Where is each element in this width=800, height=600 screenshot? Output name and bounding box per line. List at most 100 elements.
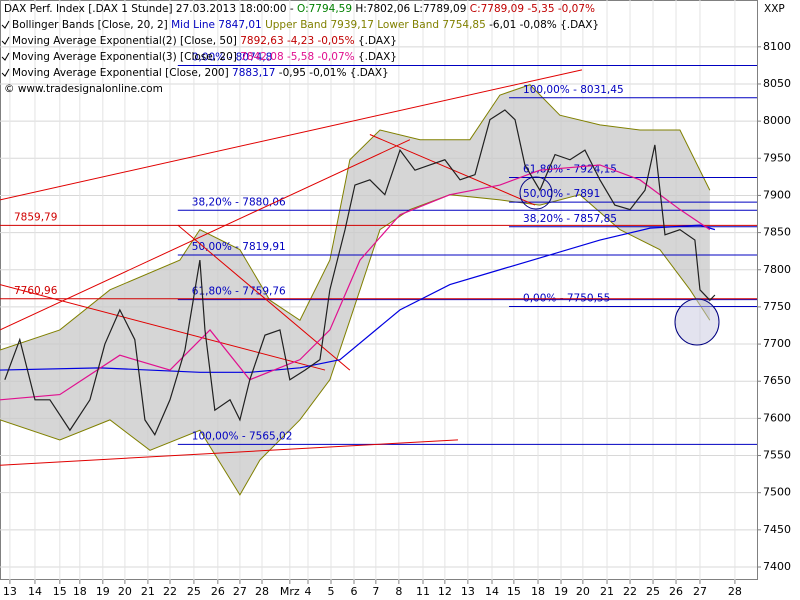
price-line [0,224,716,373]
header-segment: Mid Line 7847,01 [171,19,265,31]
x-tick-label: 19 [96,585,110,598]
x-tick-label: 27 [693,585,707,598]
header-segment: Bollinger Bands [Close, 20, 2] [12,19,171,31]
header-line: Bollinger Bands [Close, 20, 2] Mid Line … [12,19,599,31]
y-tick-label: 7600 [763,411,791,424]
y-tick-label: 7750 [763,300,791,313]
x-tick-label: 15 [53,585,67,598]
x-tick-label: 25 [646,585,660,598]
highlight-ellipse [519,176,553,210]
header-segment: -0,95 -0,01% {.DAX} [275,67,388,79]
trend-line [177,224,351,371]
price-line [4,109,716,436]
level-label: 7859,79 [14,211,57,223]
header-segment: Moving Average Exponential(3) [Close, 20… [12,51,240,63]
header-segment: -6,01 -0,08% {.DAX} [489,19,599,31]
x-tick-label: 22 [163,585,177,598]
x-tick-label: Mrz [280,585,300,598]
indicator-icon [1,68,10,77]
header-segment: 7842,08 -5,58 -0,07% [240,51,354,63]
y-tick-label: 7850 [763,226,791,239]
level-label: 50,00% - 7819,91 [192,241,286,253]
x-tick-label: 7 [372,585,379,598]
x-tick-label: 27 [233,585,247,598]
header-line: Moving Average Exponential(3) [Close, 20… [12,51,397,63]
x-tick-label: 19 [554,585,568,598]
trend-line [0,284,326,371]
x-tick-label: 26 [211,585,225,598]
header-segment: 7883,17 [232,67,275,79]
indicator-icon [1,20,10,29]
level-label: 7760,96 [14,285,58,297]
x-tick-label: 21 [600,585,614,598]
level-label: 50,00% - 7891 [523,188,600,200]
header-line: Moving Average Exponential [Close, 200] … [12,67,389,79]
band-fill [0,84,710,495]
x-tick-label: 13 [3,585,17,598]
x-tick-label: 21 [141,585,155,598]
header-segment: C:7789,09 -5,35 -0,07% [470,3,595,15]
header-segment: {.DAX} [355,51,397,63]
header-line: © www.tradesignalonline.com [4,83,163,95]
header-segment: 7892,63 -4,23 -0,05% [240,35,354,47]
y-tick-label: 7800 [763,263,791,276]
x-tick-label: 20 [118,585,132,598]
corner-label: XXP [764,3,785,15]
y-tick-label: 7500 [763,486,791,499]
header-segment: © www.tradesignalonline.com [4,83,163,95]
trend-line [0,139,411,331]
price-line [0,164,711,401]
level-label: 100,00% - 8031,45 [523,84,624,96]
header-segment: DAX Perf. Index [.DAX 1 Stunde] 27.03.20… [4,3,297,15]
highlight-ellipse [674,298,720,346]
y-tick-label: 8050 [763,77,791,90]
x-tick-label: 15 [507,585,521,598]
x-tick-label: 14 [28,585,42,598]
y-tick-label: 8100 [763,40,791,53]
x-tick-label: 5 [328,585,335,598]
header-segment: O:7794,59 [297,3,352,15]
x-tick-label: 22 [623,585,637,598]
header-line: DAX Perf. Index [.DAX 1 Stunde] 27.03.20… [4,3,595,15]
y-tick-label: 7450 [763,523,791,536]
x-tick-label: 18 [73,585,87,598]
x-tick-label: 28 [728,585,742,598]
header-line: Moving Average Exponential(2) [Close, 50… [12,35,397,47]
indicator-icon [1,52,10,61]
x-tick-label: 13 [461,585,475,598]
trend-line [0,439,458,466]
level-label: 100,00% - 7565,02 [192,430,293,442]
y-tick-label: 7650 [763,374,791,387]
header-segment: {.DAX} [355,35,397,47]
x-tick-label: 6 [351,585,358,598]
y-tick-label: 7400 [763,560,791,573]
y-tick-label: 7900 [763,188,791,201]
x-tick-label: 28 [255,585,269,598]
indicator-icon [1,36,10,45]
level-label: 61,80% - 7924,15 [523,163,617,175]
y-tick-label: 7950 [763,151,791,164]
header-segment: H:7802,06 L:7789,09 [352,3,470,15]
x-tick-label: 20 [576,585,590,598]
x-tick-label: 18 [531,585,545,598]
x-tick-label: 25 [187,585,201,598]
x-tick-label: 4 [304,585,311,598]
trend-line [0,69,583,201]
plot-frame [0,0,758,580]
band-line [0,194,711,496]
x-tick-label: 14 [485,585,499,598]
header-segment: Upper Band 7939,17 Lower Band 7754,85 [265,19,489,31]
x-tick-label: 8 [395,585,402,598]
y-tick-label: 7550 [763,449,791,462]
level-label: 38,20% - 7880,06 [192,196,286,208]
level-label: 61,80% - 7759,76 [192,286,286,298]
x-tick-label: 26 [669,585,683,598]
header-segment: Moving Average Exponential [Close, 200] [12,67,232,79]
header-segment: Moving Average Exponential(2) [Close, 50… [12,35,240,47]
level-label: 38,20% - 7857,85 [523,213,617,225]
y-tick-label: 7700 [763,337,791,350]
x-tick-label: 11 [416,585,430,598]
x-tick-label: 12 [438,585,452,598]
y-tick-label: 8000 [763,114,791,127]
